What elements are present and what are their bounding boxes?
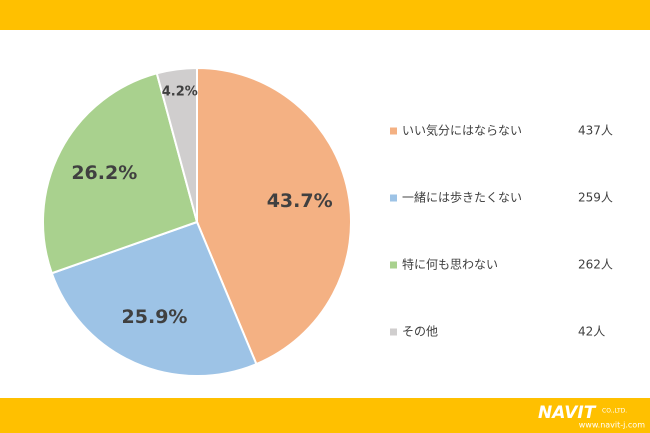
legend-label: その他 — [402, 325, 438, 339]
url: www.navit-j.com — [579, 421, 645, 430]
pie-slice — [50, 220, 258, 377]
legend-swatch — [390, 261, 397, 269]
pie-slice — [196, 66, 352, 366]
legend-label: 一緒には歩きたくない — [402, 190, 522, 205]
legend-count: 42人 — [578, 325, 605, 339]
legend-count: 262人 — [578, 258, 613, 272]
legend-swatch — [390, 328, 397, 336]
legend-count: 437人 — [578, 124, 613, 138]
legend-label: 特に何も思わない — [402, 257, 498, 272]
pie-slice — [155, 66, 198, 223]
legend-count: 259人 — [578, 191, 613, 205]
top-band — [0, 0, 650, 30]
pie: 43.7% 25.9% 26.2% 4.2% — [42, 66, 352, 377]
legend-swatch — [390, 127, 397, 135]
data-label: 25.9% — [122, 306, 188, 328]
pie-slice — [42, 72, 199, 275]
data-label: 43.7% — [267, 190, 333, 212]
legend-swatch — [390, 194, 397, 202]
logo: NAVIT — [538, 403, 597, 423]
data-label: 26.2% — [71, 162, 137, 184]
company: CO.,LTD. — [602, 408, 627, 415]
data-label: 4.2% — [162, 85, 198, 100]
legend-label: いい気分にはならない — [402, 123, 522, 138]
bottom-band — [0, 398, 650, 433]
